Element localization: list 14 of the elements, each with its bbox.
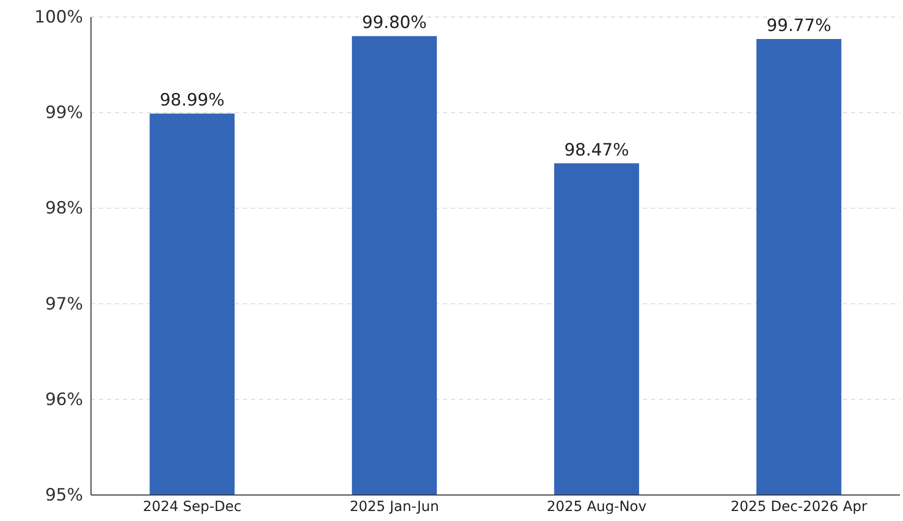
y-tick-label: 96% — [45, 390, 83, 410]
data-label: 98.99% — [160, 90, 225, 111]
x-tick-label: 2025 Aug-Nov — [546, 498, 647, 515]
data-label: 99.77% — [766, 16, 832, 36]
x-tick-label: 2025 Dec-2026 Apr — [730, 498, 868, 515]
x-tick-label: 2025 Jan-Jun — [350, 498, 440, 515]
y-tick-label: 95% — [45, 485, 83, 506]
y-tick-label: 100% — [34, 7, 83, 28]
data-label: 98.47% — [564, 140, 630, 160]
y-tick-label: 98% — [45, 198, 83, 219]
x-tick-label: 2024 Sep-Dec — [142, 498, 242, 515]
data-label: 99.80% — [362, 13, 427, 34]
y-tick-label: 99% — [45, 103, 83, 124]
y-tick-label: 97% — [45, 294, 83, 314]
